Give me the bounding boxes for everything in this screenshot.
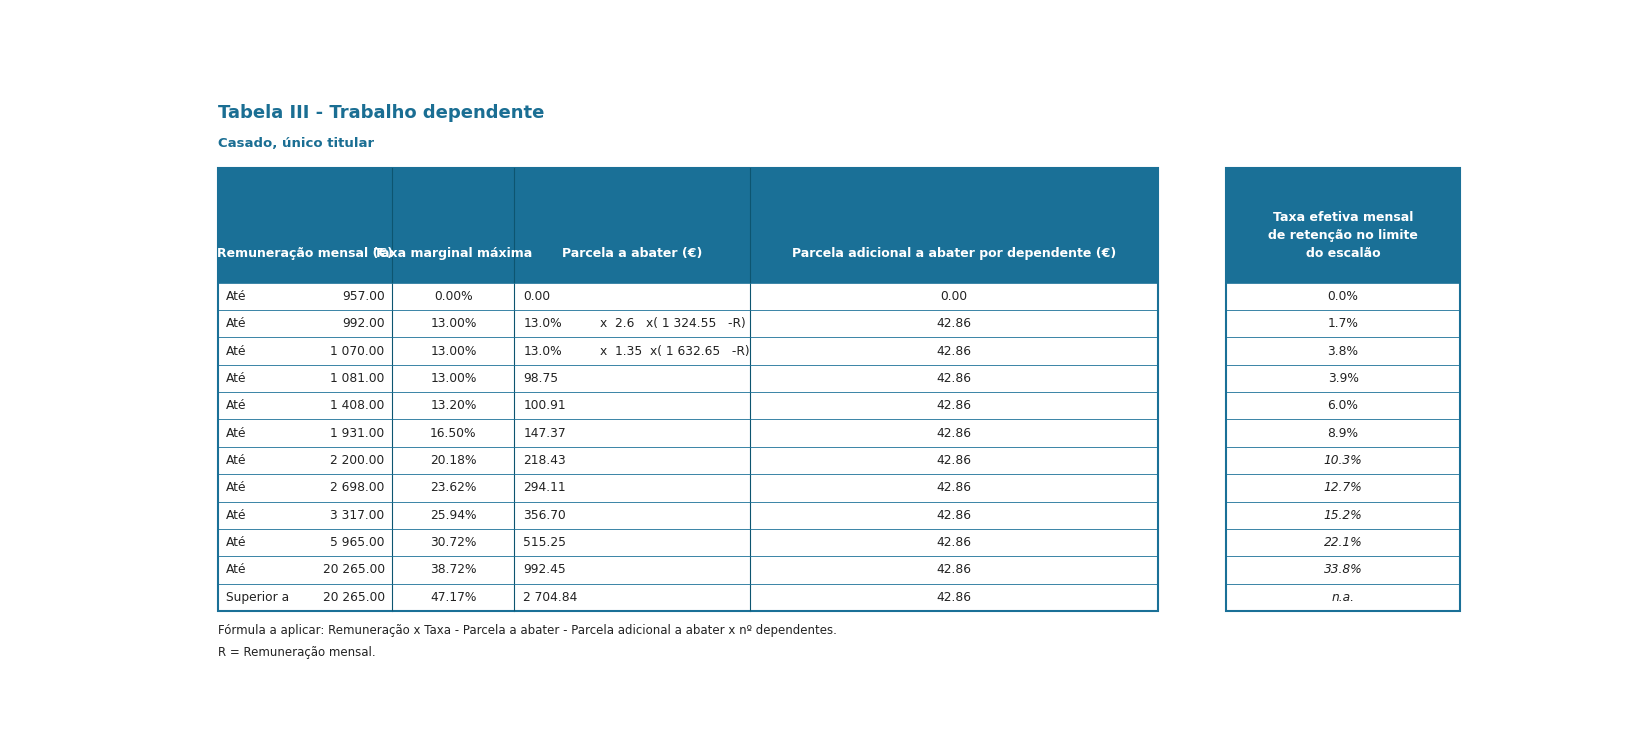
Text: 1 408.00: 1 408.00	[330, 399, 385, 412]
Text: 0.0%: 0.0%	[1327, 290, 1358, 303]
Text: 20 265.00: 20 265.00	[322, 591, 385, 604]
Text: 33.8%: 33.8%	[1324, 563, 1363, 577]
Text: 42.86: 42.86	[937, 372, 971, 385]
Text: 2 200.00: 2 200.00	[330, 454, 385, 467]
Text: Parcela a abater (€): Parcela a abater (€)	[563, 247, 702, 260]
Text: 13.00%: 13.00%	[431, 372, 476, 385]
Text: 42.86: 42.86	[937, 317, 971, 331]
Text: 992.45: 992.45	[524, 563, 566, 577]
Text: 13.00%: 13.00%	[431, 317, 476, 331]
Text: Taxa efetiva mensal
de retenção no limite
do escalão: Taxa efetiva mensal de retenção no limit…	[1268, 211, 1418, 260]
Text: 0.00%: 0.00%	[434, 290, 473, 303]
Text: 42.86: 42.86	[937, 536, 971, 549]
Text: 3.8%: 3.8%	[1327, 345, 1359, 358]
Text: Até: Até	[226, 372, 247, 385]
Bar	[1226, 168, 1460, 611]
Text: 25.94%: 25.94%	[431, 509, 476, 522]
Text: 98.75: 98.75	[524, 372, 558, 385]
Text: 13.20%: 13.20%	[431, 399, 476, 412]
Text: 12.7%: 12.7%	[1324, 482, 1363, 494]
Text: 23.62%: 23.62%	[431, 482, 476, 494]
Text: 2 704.84: 2 704.84	[524, 591, 577, 604]
Text: 1.7%: 1.7%	[1327, 317, 1358, 331]
Text: 15.2%: 15.2%	[1324, 509, 1363, 522]
Text: Até: Até	[226, 482, 247, 494]
Text: 13.00%: 13.00%	[431, 345, 476, 358]
Text: 42.86: 42.86	[937, 426, 971, 440]
Text: 957.00: 957.00	[341, 290, 385, 303]
Bar	[218, 168, 1158, 283]
Text: 20 265.00: 20 265.00	[322, 563, 385, 577]
Text: 42.86: 42.86	[937, 345, 971, 358]
Text: 6.0%: 6.0%	[1327, 399, 1358, 412]
Text: 294.11: 294.11	[524, 482, 566, 494]
Text: 147.37: 147.37	[524, 426, 566, 440]
Text: Até: Até	[226, 536, 247, 549]
Text: 1 070.00: 1 070.00	[330, 345, 385, 358]
Text: Até: Até	[226, 454, 247, 467]
Text: 1 081.00: 1 081.00	[330, 372, 385, 385]
Text: Remuneração mensal (€): Remuneração mensal (€)	[218, 247, 393, 260]
Text: Até: Até	[226, 290, 247, 303]
Text: x  1.35  x( 1 632.65   -R): x 1.35 x( 1 632.65 -R)	[600, 345, 750, 358]
Text: 3.9%: 3.9%	[1327, 372, 1358, 385]
Text: Superior a: Superior a	[226, 591, 289, 604]
Text: Até: Até	[226, 563, 247, 577]
Text: 218.43: 218.43	[524, 454, 566, 467]
Text: Até: Até	[226, 399, 247, 412]
Text: 515.25: 515.25	[524, 536, 566, 549]
Text: 356.70: 356.70	[524, 509, 566, 522]
Text: Até: Até	[226, 317, 247, 331]
Text: Taxa marginal máxima: Taxa marginal máxima	[374, 247, 532, 260]
Text: 47.17%: 47.17%	[431, 591, 476, 604]
Text: 16.50%: 16.50%	[431, 426, 476, 440]
Bar	[1226, 168, 1460, 283]
Text: 13.0%: 13.0%	[524, 345, 563, 358]
Text: Parcela adicional a abater por dependente (€): Parcela adicional a abater por dependent…	[792, 247, 1115, 260]
Text: 42.86: 42.86	[937, 454, 971, 467]
Text: 0.00: 0.00	[940, 290, 967, 303]
Text: 20.18%: 20.18%	[431, 454, 476, 467]
Text: n.a.: n.a.	[1332, 591, 1354, 604]
Text: 5 965.00: 5 965.00	[330, 536, 385, 549]
Text: 42.86: 42.86	[937, 399, 971, 412]
Text: 38.72%: 38.72%	[431, 563, 476, 577]
Bar	[218, 168, 1158, 611]
Text: 8.9%: 8.9%	[1327, 426, 1359, 440]
Text: Casado, único titular: Casado, único titular	[218, 137, 374, 150]
Text: Até: Até	[226, 345, 247, 358]
Text: 42.86: 42.86	[937, 509, 971, 522]
Text: Até: Até	[226, 509, 247, 522]
Text: 22.1%: 22.1%	[1324, 536, 1363, 549]
Text: x  2.6   x( 1 324.55   -R): x 2.6 x( 1 324.55 -R)	[600, 317, 746, 331]
Text: 42.86: 42.86	[937, 563, 971, 577]
Text: 2 698.00: 2 698.00	[330, 482, 385, 494]
Text: 0.00: 0.00	[524, 290, 551, 303]
Text: 10.3%: 10.3%	[1324, 454, 1363, 467]
Text: 100.91: 100.91	[524, 399, 566, 412]
Text: 13.0%: 13.0%	[524, 317, 563, 331]
Text: Fórmula a aplicar: Remuneração x Taxa - Parcela a abater - Parcela adicional a a: Fórmula a aplicar: Remuneração x Taxa - …	[218, 625, 837, 637]
Text: Tabela III - Trabalho dependente: Tabela III - Trabalho dependente	[218, 104, 545, 122]
Text: 1 931.00: 1 931.00	[330, 426, 385, 440]
Text: 42.86: 42.86	[937, 482, 971, 494]
Text: R = Remuneração mensal.: R = Remuneração mensal.	[218, 646, 376, 659]
Text: Até: Até	[226, 426, 247, 440]
Text: 992.00: 992.00	[341, 317, 385, 331]
Text: 3 317.00: 3 317.00	[330, 509, 385, 522]
Text: 30.72%: 30.72%	[431, 536, 476, 549]
Text: 42.86: 42.86	[937, 591, 971, 604]
